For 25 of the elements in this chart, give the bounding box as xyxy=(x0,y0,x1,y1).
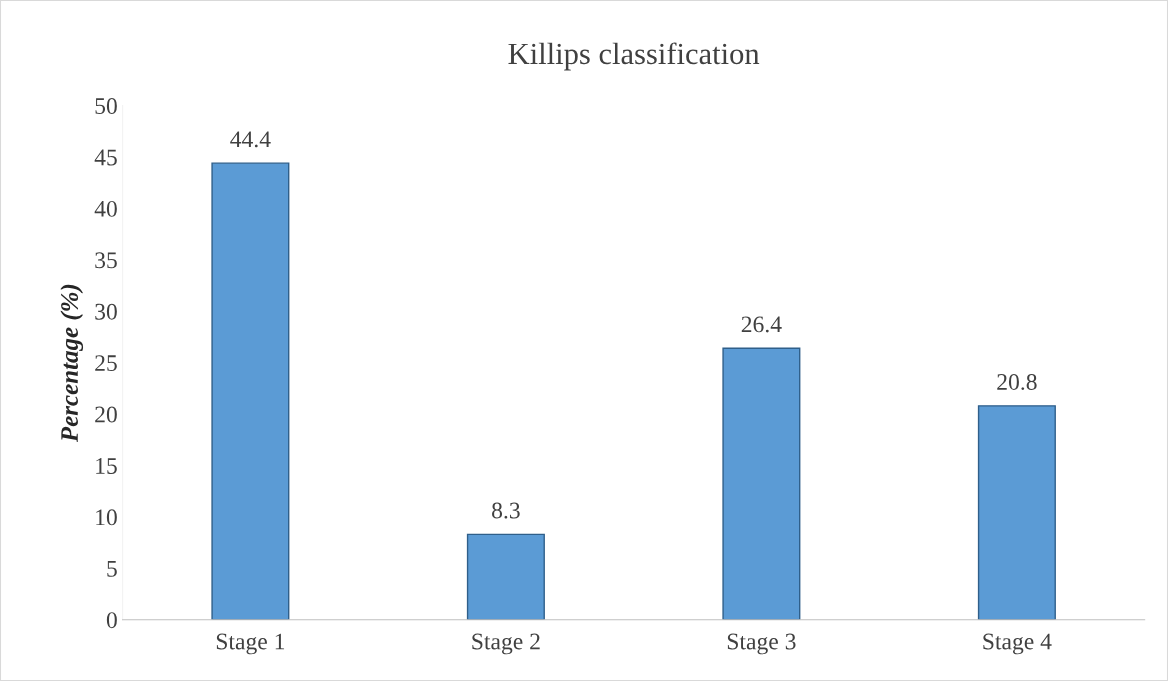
y-tick-label: 0 xyxy=(106,612,117,629)
bar xyxy=(466,533,545,620)
bar xyxy=(977,405,1056,620)
y-tick-label: 5 xyxy=(107,561,117,577)
data-label: 20.8 xyxy=(997,373,1037,391)
x-tick-label: Stage 4 xyxy=(983,633,1052,655)
x-tick-label: Stage 2 xyxy=(472,633,540,655)
y-tick-label: 40 xyxy=(94,200,117,217)
x-tick-label: Stage 1 xyxy=(216,633,285,655)
data-label: 8.3 xyxy=(492,502,520,519)
y-tick-label: 50 xyxy=(95,98,117,114)
y-tick-label: 25 xyxy=(95,355,117,372)
bar xyxy=(722,347,801,620)
data-label: 44.4 xyxy=(230,131,271,148)
y-tick-label: 30 xyxy=(95,303,117,320)
y-tick-label: 20 xyxy=(95,406,117,423)
chart-title: Killips classification xyxy=(508,42,760,71)
bar xyxy=(211,162,290,620)
y-tick-label: 15 xyxy=(96,458,117,474)
y-tick-label: 45 xyxy=(94,149,117,166)
data-label: 26.4 xyxy=(741,316,782,333)
y-tick-label: 35 xyxy=(95,252,117,269)
y-axis-title: Percentage (%) xyxy=(60,284,84,443)
y-tick-label: 10 xyxy=(96,509,117,526)
x-tick-label: Stage 3 xyxy=(727,633,796,655)
